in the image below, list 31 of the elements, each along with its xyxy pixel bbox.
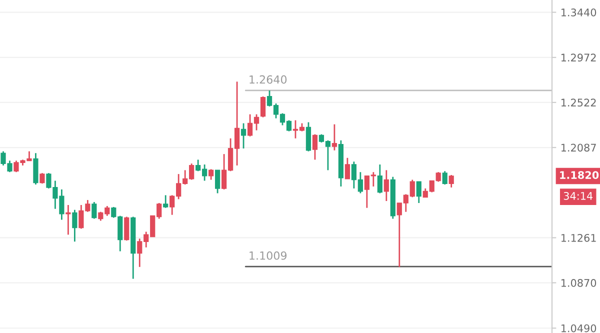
y-tick-label: 1.0490 [561, 324, 596, 332]
y-tick-label: 1.0870 [561, 279, 596, 287]
candlestick [448, 174, 454, 188]
candlestick [40, 172, 45, 184]
y-tick-label: 1.3440 [561, 8, 596, 16]
text: 1.1820 [560, 171, 599, 180]
candlestick [33, 152, 38, 186]
y-tick-label: 1.2972 [561, 54, 596, 62]
candlestick [416, 181, 422, 204]
candlestick [442, 170, 448, 186]
y-tick-label: 1.2522 [561, 98, 596, 107]
y-tick-label: 1.2087 [561, 144, 596, 152]
candlestick [260, 96, 266, 118]
ref-line-label: 1.1009 [250, 251, 287, 260]
candlestick [344, 157, 350, 180]
candlestick [384, 169, 389, 202]
candlestick [377, 164, 382, 194]
ref-line-label: 1.2640 [250, 75, 287, 84]
candlestick [72, 209, 78, 242]
candlestick [66, 204, 71, 236]
text: 34:14 [564, 192, 593, 200]
candlestick [124, 216, 130, 242]
candlestick [240, 122, 246, 150]
y-tick-label: 1.1261 [561, 234, 596, 242]
candlestick [312, 134, 318, 160]
candlestick [208, 168, 214, 180]
candlestick [306, 122, 312, 152]
candlestick [92, 201, 97, 220]
candlestick [163, 194, 168, 209]
candlestick [332, 124, 338, 152]
candlestick [214, 169, 220, 194]
